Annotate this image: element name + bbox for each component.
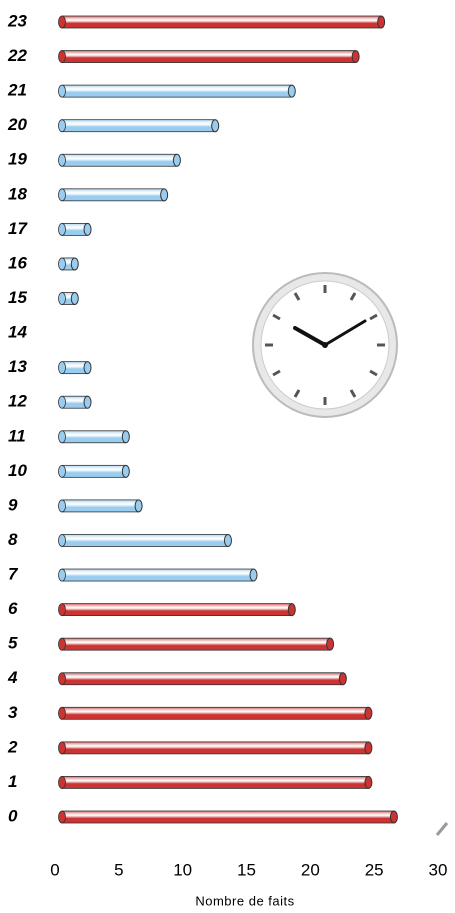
chart: Nombre de faits 051015202530012345678910…: [0, 0, 455, 913]
bar-cap: [59, 362, 66, 374]
y-tick-label: 14: [8, 323, 27, 342]
bar-cap: [59, 431, 66, 443]
y-tick-label: 15: [8, 288, 27, 307]
bar: [62, 776, 368, 788]
bar-cap: [212, 120, 219, 132]
bar: [62, 465, 126, 477]
y-tick-label: 23: [7, 11, 27, 30]
bar-cap: [352, 51, 359, 63]
bar-cap: [161, 189, 168, 201]
x-tick-label: 20: [301, 860, 320, 879]
bar-cap: [59, 51, 66, 63]
y-tick-label: 7: [8, 565, 19, 584]
bar: [62, 569, 254, 581]
bar-cap: [59, 396, 66, 408]
bar: [62, 673, 343, 685]
y-tick-label: 3: [8, 703, 18, 722]
bar-cap: [288, 85, 295, 97]
bar-cap: [365, 707, 372, 719]
y-tick-label: 10: [8, 461, 27, 480]
y-tick-label: 17: [8, 219, 28, 238]
y-tick-label: 13: [8, 357, 27, 376]
x-tick-label: 10: [173, 860, 192, 879]
bar: [62, 742, 368, 754]
y-tick-label: 0: [8, 806, 18, 825]
bar: [62, 500, 139, 512]
bar-cap: [224, 534, 231, 546]
bar-cap: [84, 362, 91, 374]
bar: [62, 638, 330, 650]
bar-cap: [327, 638, 334, 650]
x-tick-label: 25: [365, 860, 384, 879]
y-tick-label: 20: [7, 115, 27, 134]
bar-cap: [59, 258, 66, 270]
bar-cap: [59, 673, 66, 685]
y-tick-label: 18: [8, 184, 27, 203]
bar-cap: [365, 742, 372, 754]
bar-cap: [390, 811, 397, 823]
bar-cap: [59, 189, 66, 201]
bar-cap: [378, 16, 385, 28]
bar: [62, 154, 177, 166]
y-tick-label: 9: [8, 495, 18, 514]
axis-corner: [437, 823, 447, 835]
bar-cap: [59, 742, 66, 754]
bar-cap: [365, 776, 372, 788]
bar-cap: [59, 569, 66, 581]
bar-cap: [135, 500, 142, 512]
bar: [62, 189, 164, 201]
y-tick-label: 1: [8, 772, 17, 791]
y-tick-label: 22: [7, 46, 27, 65]
y-tick-label: 8: [8, 530, 18, 549]
bar: [62, 707, 368, 719]
bar-cap: [122, 431, 129, 443]
bar: [62, 431, 126, 443]
bar: [62, 604, 292, 616]
y-tick-label: 11: [8, 426, 26, 445]
y-tick-label: 19: [8, 150, 27, 169]
y-tick-label: 12: [8, 392, 27, 411]
bar: [62, 534, 228, 546]
bar-cap: [59, 293, 66, 305]
bar-cap: [59, 638, 66, 650]
bar: [62, 85, 292, 97]
bar-cap: [59, 85, 66, 97]
clock-icon: [253, 273, 397, 417]
bar-cap: [59, 120, 66, 132]
bar: [62, 120, 215, 132]
bar-cap: [59, 707, 66, 719]
y-tick-label: 4: [7, 668, 18, 687]
bar-cap: [339, 673, 346, 685]
bar-cap: [84, 396, 91, 408]
x-tick-label: 15: [237, 860, 256, 879]
bar-cap: [59, 223, 66, 235]
bar-cap: [59, 500, 66, 512]
y-tick-label: 5: [8, 634, 18, 653]
y-tick-label: 2: [7, 737, 18, 756]
y-tick-label: 6: [8, 599, 18, 618]
x-tick-label: 30: [429, 860, 448, 879]
bar-cap: [59, 16, 66, 28]
bar-cap: [59, 811, 66, 823]
y-tick-label: 21: [7, 81, 27, 100]
bar-cap: [71, 293, 78, 305]
bar-cap: [59, 534, 66, 546]
y-tick-label: 16: [8, 253, 27, 272]
x-axis-label: Nombre de faits: [195, 893, 294, 908]
bar-cap: [173, 154, 180, 166]
bar: [62, 16, 381, 28]
x-tick-label: 5: [114, 860, 123, 879]
bar-cap: [59, 776, 66, 788]
bar-cap: [250, 569, 257, 581]
bar-cap: [59, 154, 66, 166]
bar-cap: [84, 223, 91, 235]
bar-cap: [71, 258, 78, 270]
bar-cap: [288, 604, 295, 616]
bar-cap: [122, 465, 129, 477]
bar: [62, 811, 394, 823]
bar-cap: [59, 604, 66, 616]
x-tick-label: 0: [50, 860, 59, 879]
bar-cap: [59, 465, 66, 477]
bar: [62, 51, 356, 63]
